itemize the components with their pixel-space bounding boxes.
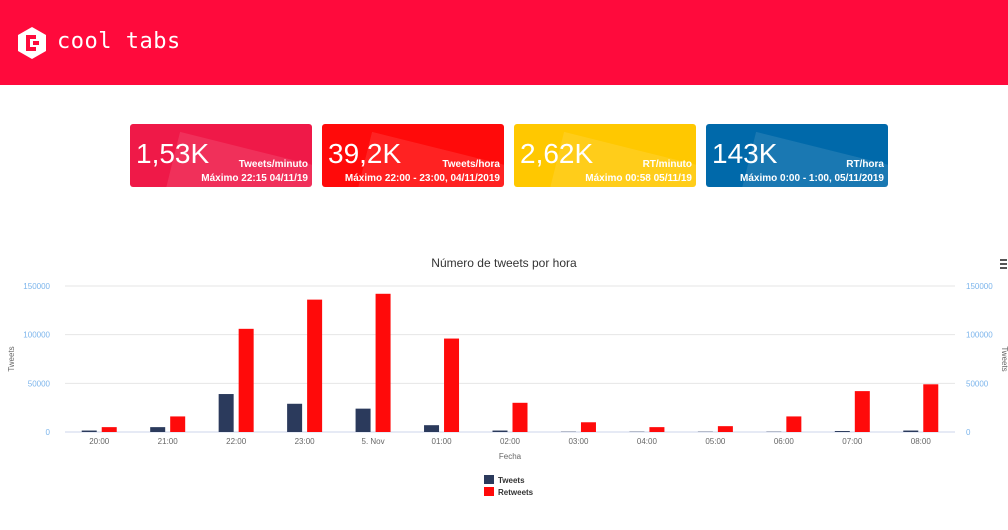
- x-tick-label: 06:00: [774, 437, 795, 446]
- y-tick-label-left: 150000: [23, 282, 50, 291]
- stat-max: Máximo 0:00 - 1:00, 05/11/2019: [740, 173, 884, 184]
- stat-card-tweets-hour: 39,2K Tweets/hora Máximo 22:00 - 23:00, …: [322, 124, 504, 187]
- bar-retweets: [717, 426, 733, 432]
- bar-retweets: [238, 328, 254, 432]
- stat-cards: 1,53K Tweets/minuto Máximo 22:15 04/11/1…: [0, 124, 1008, 188]
- stat-max: Máximo 00:58 05/11/19: [585, 173, 692, 184]
- legend-label: Tweets: [498, 476, 525, 485]
- hamburger-menu-icon[interactable]: [1000, 259, 1008, 269]
- bar-retweets: [444, 338, 460, 432]
- bar-retweets: [923, 384, 939, 432]
- x-tick-label: 21:00: [158, 437, 179, 446]
- bar-retweets: [786, 416, 802, 432]
- chart-title: Número de tweets por hora: [431, 256, 577, 270]
- x-tick-label: 08:00: [911, 437, 932, 446]
- bar-tweets: [81, 430, 97, 432]
- y-axis-title-left: Tweets: [7, 346, 16, 371]
- x-tick-label: 22:00: [226, 437, 247, 446]
- bar-retweets: [170, 416, 186, 432]
- stat-unit: RT/hora: [846, 159, 884, 170]
- brand-name[interactable]: cool tabs: [57, 29, 181, 54]
- bar-tweets: [903, 430, 919, 432]
- x-axis-title: Fecha: [499, 452, 522, 461]
- x-tick-label: 01:00: [432, 437, 453, 446]
- x-tick-label: 20:00: [89, 437, 110, 446]
- y-tick-label-right: 150000: [966, 282, 993, 291]
- bar-retweets: [854, 391, 870, 432]
- x-tick-label: 04:00: [637, 437, 658, 446]
- bar-tweets: [218, 394, 234, 432]
- x-tick-label: 02:00: [500, 437, 521, 446]
- bar-tweets: [492, 430, 508, 432]
- stat-unit: Tweets/minuto: [238, 159, 308, 170]
- stat-max: Máximo 22:00 - 23:00, 04/11/2019: [344, 173, 500, 184]
- cooltabs-logo-icon[interactable]: [16, 26, 48, 60]
- y-tick-label-right: 50000: [966, 379, 989, 388]
- bar-retweets: [512, 402, 528, 432]
- app-header: cool tabs: [0, 0, 1008, 85]
- bar-retweets: [101, 427, 117, 432]
- bar-tweets: [834, 431, 850, 432]
- y-tick-label-left: 50000: [28, 379, 51, 388]
- y-tick-label-left: 100000: [23, 331, 50, 340]
- bar-tweets: [355, 408, 371, 432]
- stat-value: 2,62K: [520, 138, 594, 169]
- y-tick-label-right: 100000: [966, 331, 993, 340]
- bar-tweets: [287, 403, 303, 432]
- y-tick-label-left: 0: [46, 428, 51, 437]
- bar-retweets: [580, 422, 596, 432]
- stat-max: Máximo 22:15 04/11/19: [201, 173, 308, 184]
- x-tick-label: 07:00: [842, 437, 863, 446]
- stat-value: 39,2K: [328, 138, 402, 169]
- legend-label: Retweets: [498, 488, 534, 497]
- bar-retweets: [375, 293, 391, 432]
- x-tick-label: 03:00: [568, 437, 589, 446]
- x-tick-label: 05:00: [705, 437, 726, 446]
- bar-chart: 0 0 50000 50000 100000 100000 150000 150000 Twee…: [7, 282, 1008, 497]
- y-axis-title-right: Tweets: [1000, 346, 1008, 371]
- x-tick-label: 5. Nov: [362, 437, 385, 446]
- legend-swatch: [484, 475, 494, 484]
- stat-value: 143K: [712, 138, 778, 169]
- bar-tweets: [424, 425, 440, 432]
- stat-card-rt-minute: 2,62K RT/minuto Máximo 00:58 05/11/19: [514, 124, 696, 187]
- stat-card-rt-hour: 143K RT/hora Máximo 0:00 - 1:00, 05/11/2…: [706, 124, 888, 187]
- bar-retweets: [649, 427, 665, 432]
- x-tick-label: 23:00: [295, 437, 316, 446]
- stat-value: 1,53K: [136, 138, 210, 169]
- bar-retweets: [307, 299, 323, 432]
- stat-unit: Tweets/hora: [442, 159, 500, 170]
- y-tick-label-right: 0: [966, 428, 971, 437]
- stat-unit: RT/minuto: [642, 159, 692, 170]
- bar-tweets: [150, 427, 166, 432]
- stat-card-tweets-minute: 1,53K Tweets/minuto Máximo 22:15 04/11/1…: [130, 124, 312, 187]
- legend-swatch: [484, 487, 494, 496]
